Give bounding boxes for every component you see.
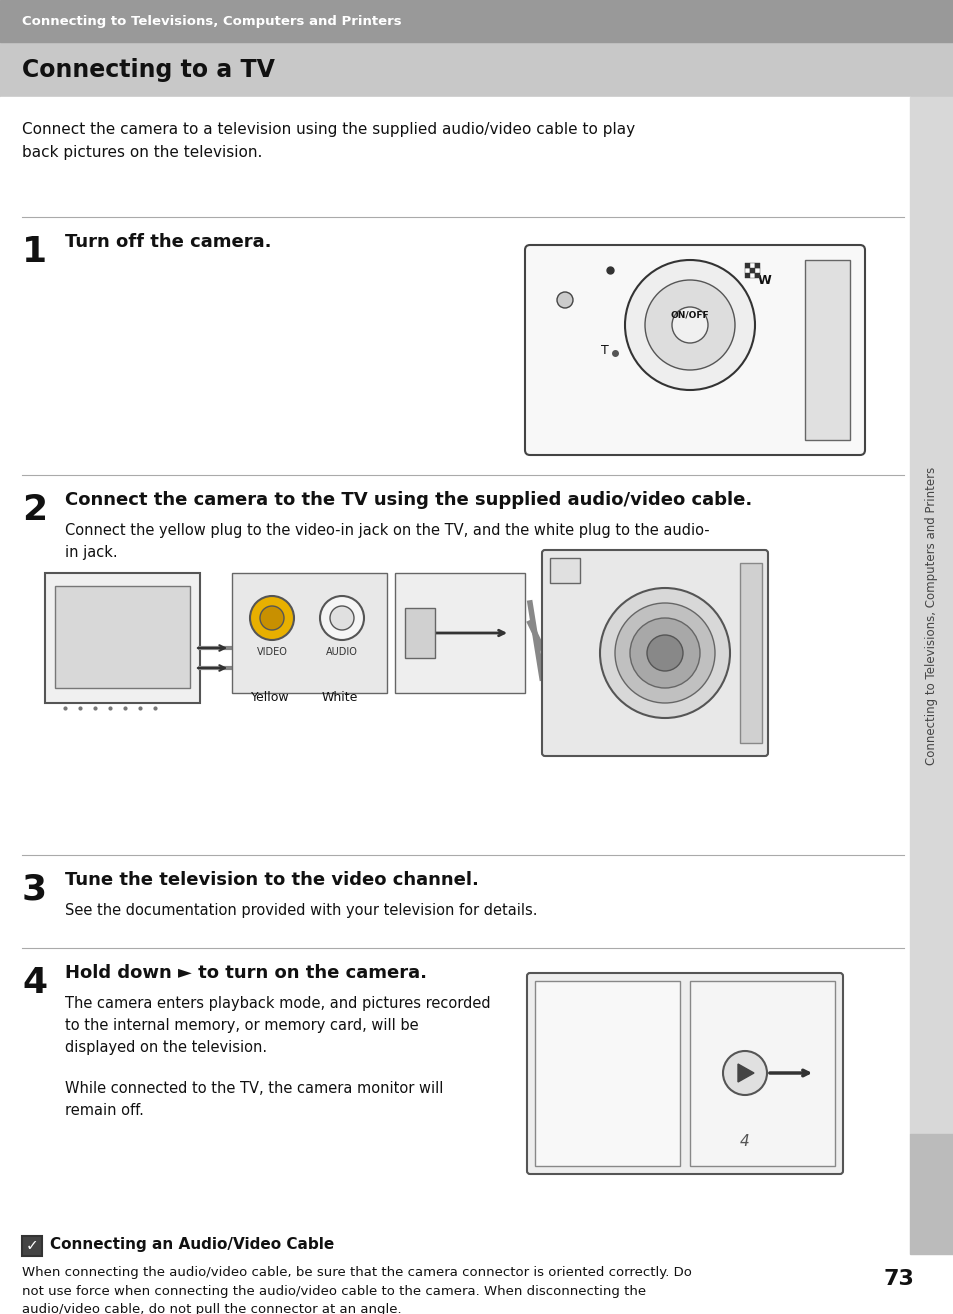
FancyBboxPatch shape <box>524 244 864 455</box>
Circle shape <box>671 307 707 343</box>
Circle shape <box>330 606 354 629</box>
Bar <box>22 1236 42 1256</box>
Text: 4: 4 <box>740 1134 749 1148</box>
Text: 73: 73 <box>882 1269 914 1289</box>
Text: W: W <box>758 273 771 286</box>
FancyBboxPatch shape <box>541 551 767 756</box>
Polygon shape <box>738 1064 753 1081</box>
Circle shape <box>319 597 364 640</box>
Text: 2: 2 <box>22 493 47 527</box>
Bar <box>804 260 849 440</box>
Bar <box>0 0 953 42</box>
Bar <box>749 273 754 279</box>
Bar <box>754 273 760 279</box>
Bar <box>740 562 761 742</box>
Circle shape <box>615 603 714 703</box>
Bar <box>744 263 749 268</box>
Text: 3: 3 <box>22 872 47 907</box>
Circle shape <box>599 587 729 717</box>
Text: Connect the yellow plug to the video-in jack on the TV, and the white plug to th: Connect the yellow plug to the video-in … <box>65 523 709 560</box>
Circle shape <box>557 292 573 307</box>
Bar <box>749 268 754 273</box>
Bar <box>749 263 754 268</box>
Text: While connected to the TV, the camera monitor will
remain off.: While connected to the TV, the camera mo… <box>65 1081 443 1118</box>
Circle shape <box>644 280 734 371</box>
Bar <box>405 608 435 658</box>
Bar <box>744 268 749 273</box>
Text: 4: 4 <box>22 966 47 1000</box>
Bar <box>55 586 190 689</box>
Bar <box>395 573 524 692</box>
Text: Yellow: Yellow <box>251 691 289 704</box>
Text: VIDEO: VIDEO <box>256 646 287 657</box>
Bar <box>754 268 760 273</box>
Text: Connecting to Televisions, Computers and Printers: Connecting to Televisions, Computers and… <box>924 466 938 765</box>
Text: The camera enters playback mode, and pictures recorded
to the internal memory, o: The camera enters playback mode, and pic… <box>65 996 490 1055</box>
Text: Tune the television to the video channel.: Tune the television to the video channel… <box>65 871 478 890</box>
Text: T: T <box>600 343 608 356</box>
Text: ✓: ✓ <box>26 1239 38 1254</box>
Bar <box>909 97 953 1134</box>
Text: AUDIO: AUDIO <box>326 646 357 657</box>
Text: Connecting an Audio/Video Cable: Connecting an Audio/Video Cable <box>50 1238 334 1252</box>
Circle shape <box>646 635 682 671</box>
Text: Connecting to Televisions, Computers and Printers: Connecting to Televisions, Computers and… <box>22 14 401 28</box>
Text: 1: 1 <box>22 235 47 269</box>
Text: When connecting the audio/video cable, be sure that the camera connector is orie: When connecting the audio/video cable, b… <box>22 1265 691 1314</box>
Bar <box>744 273 749 279</box>
Bar <box>45 573 200 703</box>
Bar <box>0 42 953 97</box>
Text: Connect the camera to a television using the supplied audio/video cable to play
: Connect the camera to a television using… <box>22 122 635 160</box>
Circle shape <box>629 618 700 689</box>
Text: Turn off the camera.: Turn off the camera. <box>65 233 272 251</box>
Bar <box>754 263 760 268</box>
Text: White: White <box>321 691 357 704</box>
Text: ON/OFF: ON/OFF <box>670 310 709 319</box>
Text: Connect the camera to the TV using the supplied audio/video cable.: Connect the camera to the TV using the s… <box>65 491 752 509</box>
Bar <box>689 982 834 1166</box>
Text: Hold down ► to turn on the camera.: Hold down ► to turn on the camera. <box>65 964 427 982</box>
Circle shape <box>260 606 284 629</box>
FancyBboxPatch shape <box>526 972 842 1173</box>
Circle shape <box>250 597 294 640</box>
Text: See the documentation provided with your television for details.: See the documentation provided with your… <box>65 903 537 918</box>
Bar <box>232 573 387 692</box>
Bar <box>909 1134 953 1254</box>
Circle shape <box>624 260 754 390</box>
Bar <box>535 982 679 1166</box>
Bar <box>550 558 579 583</box>
Text: Connecting to a TV: Connecting to a TV <box>22 58 274 81</box>
Circle shape <box>722 1051 766 1095</box>
